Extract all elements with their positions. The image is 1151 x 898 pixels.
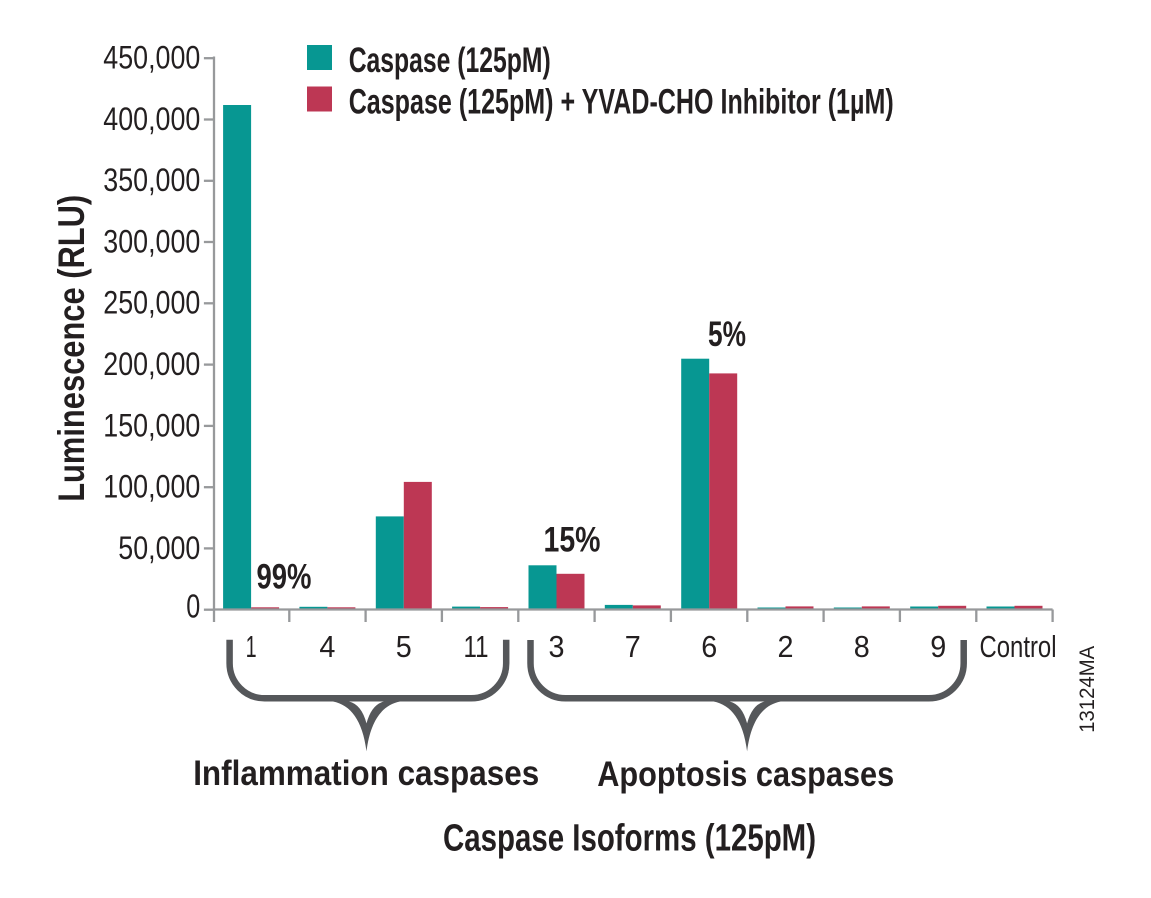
svg-text:13124MA: 13124MA	[1075, 645, 1099, 733]
svg-text:50,000: 50,000	[118, 530, 200, 566]
svg-text:300,000: 300,000	[103, 223, 200, 259]
svg-text:Caspase (125pM): Caspase (125pM)	[349, 41, 551, 80]
svg-text:0: 0	[186, 588, 200, 625]
svg-text:99%: 99%	[257, 558, 312, 597]
svg-text:Apoptosis caspases: Apoptosis caspases	[597, 755, 894, 794]
svg-text:400,000: 400,000	[103, 101, 200, 137]
svg-text:5%: 5%	[708, 315, 746, 354]
svg-text:350,000: 350,000	[103, 162, 200, 198]
svg-text:200,000: 200,000	[103, 346, 200, 382]
svg-text:250,000: 250,000	[103, 285, 200, 321]
svg-text:15%: 15%	[544, 520, 601, 559]
svg-text:7: 7	[625, 629, 641, 664]
svg-text:100,000: 100,000	[103, 469, 200, 505]
svg-text:11: 11	[464, 629, 489, 664]
svg-text:4: 4	[319, 629, 335, 664]
svg-text:1: 1	[246, 629, 257, 664]
svg-text:9: 9	[930, 629, 946, 664]
svg-text:150,000: 150,000	[103, 407, 200, 443]
svg-text:6: 6	[701, 629, 717, 664]
svg-text:Inflammation caspases: Inflammation caspases	[193, 754, 539, 793]
svg-text:Caspase (125pM) + YVAD-CHO Inh: Caspase (125pM) + YVAD-CHO Inhibitor (1µ…	[349, 83, 894, 122]
svg-text:Caspase Isoforms (125pM): Caspase Isoforms (125pM)	[443, 818, 816, 860]
svg-text:5: 5	[396, 629, 412, 664]
svg-text:2: 2	[778, 629, 794, 664]
svg-text:Control: Control	[980, 629, 1057, 664]
svg-text:3: 3	[549, 629, 565, 664]
svg-text:Luminescence (RLU): Luminescence (RLU)	[51, 195, 92, 502]
svg-text:450,000: 450,000	[103, 40, 200, 76]
svg-text:8: 8	[854, 629, 870, 664]
